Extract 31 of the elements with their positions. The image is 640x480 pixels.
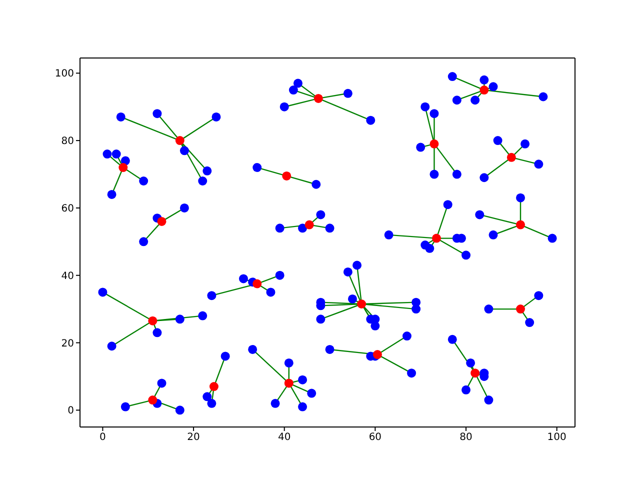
point: [209, 382, 218, 392]
point: [148, 316, 158, 326]
y-tick-label: 0: [68, 406, 74, 417]
point: [148, 396, 158, 405]
x-tick-label: 100: [547, 432, 566, 444]
point: [175, 136, 184, 146]
point: [357, 300, 366, 308]
point: [516, 220, 526, 230]
y-tick-label: 80: [61, 136, 74, 148]
x-tick-label: 0: [100, 432, 106, 444]
point: [284, 378, 294, 388]
point: [506, 152, 516, 162]
x-tick-label: 80: [460, 432, 472, 444]
point: [314, 94, 323, 103]
point: [304, 220, 314, 230]
point: [157, 216, 166, 226]
x-tick-label: 40: [278, 432, 291, 444]
x-tick-label: 60: [368, 432, 382, 444]
point: [480, 86, 489, 95]
point: [432, 234, 441, 243]
point: [430, 139, 439, 148]
y-tick-label: 40: [61, 270, 74, 282]
y-tick-label: 100: [54, 68, 74, 80]
point: [282, 171, 292, 180]
point: [470, 368, 480, 378]
point: [118, 163, 128, 172]
x-tick-label: 20: [187, 432, 200, 444]
point: [516, 304, 526, 314]
y-tick-label: 60: [61, 204, 74, 215]
y-tick-label: 20: [61, 338, 74, 350]
point: [252, 279, 262, 288]
